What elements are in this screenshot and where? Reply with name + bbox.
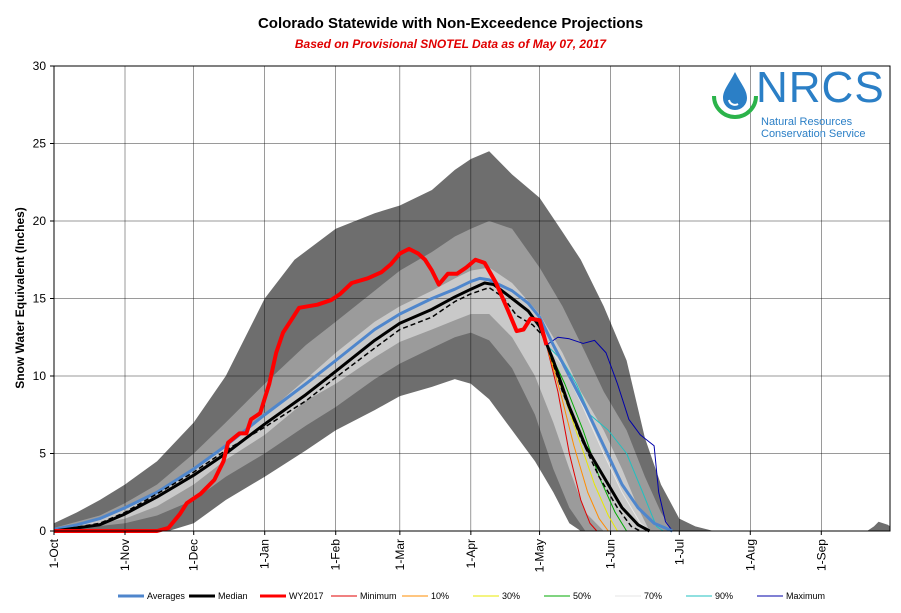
y-tick-label: 25 bbox=[33, 137, 47, 151]
legend-label: 50% bbox=[573, 591, 591, 601]
series-line-maximum bbox=[546, 336, 673, 532]
series-line-wy2017 bbox=[54, 246, 549, 533]
series-line-10- bbox=[545, 344, 609, 532]
y-tick-label: 0 bbox=[39, 524, 46, 538]
x-tick-label: 1-Nov bbox=[118, 539, 132, 571]
legend-label: Maximum bbox=[786, 591, 825, 601]
y-tick-label: 30 bbox=[33, 59, 47, 73]
x-tick-label: 1-Feb bbox=[329, 539, 343, 571]
legend-label: Minimum bbox=[360, 591, 397, 601]
legend-label: 30% bbox=[502, 591, 520, 601]
series-line-90- bbox=[546, 344, 664, 532]
x-tick-label: 1-Jan bbox=[258, 539, 272, 569]
water-drop-icon bbox=[712, 72, 758, 119]
band-late-season-max bbox=[844, 521, 890, 531]
x-tick-label: 1-Oct bbox=[47, 538, 61, 568]
series-line-median bbox=[53, 281, 651, 533]
x-tick-label: 1-Jun bbox=[604, 539, 618, 569]
axes: 0 5 10 15 20 25 30 1-Oct 1-Nov 1-Dec 1-Jan 1-Feb 1-M… bbox=[33, 59, 829, 572]
chart-title: Colorado Statewide with Non-Exceedence P… bbox=[257, 15, 644, 32]
x-tick-label: 1-Apr bbox=[464, 539, 478, 568]
series-lines bbox=[53, 246, 673, 533]
legend: Averages Median WY2017 Minimum 10% 30% 50% 70% 9… bbox=[118, 591, 825, 601]
series-line-averages bbox=[53, 276, 673, 533]
x-tick-label: 1-Dec bbox=[187, 539, 201, 571]
y-tick-label: 20 bbox=[33, 214, 47, 228]
logo-name: NRCS bbox=[756, 63, 885, 112]
chart-subtitle: Based on Provisional SNOTEL Data as of M… bbox=[294, 37, 607, 51]
y-tick-label: 15 bbox=[33, 292, 47, 306]
x-tick-label: 1-Mar bbox=[393, 539, 407, 570]
range-bands bbox=[54, 151, 890, 531]
y-tick-label: 5 bbox=[39, 447, 46, 461]
legend-label: 10% bbox=[431, 591, 449, 601]
legend-label: WY2017 bbox=[289, 591, 324, 601]
logo-tagline-2: Conservation Service bbox=[761, 128, 866, 140]
x-tick-label: 1-Aug bbox=[743, 539, 757, 571]
x-tick-label: 1-May bbox=[533, 539, 547, 572]
series-line-minimum bbox=[545, 344, 598, 532]
x-tick-label: 1-Sep bbox=[814, 539, 828, 571]
series-line-median-dashed bbox=[53, 286, 641, 532]
legend-label: 70% bbox=[644, 591, 662, 601]
logo-tagline-1: Natural Resources bbox=[761, 116, 853, 128]
y-tick-label: 10 bbox=[33, 369, 47, 383]
band-30-70-range bbox=[54, 267, 650, 531]
legend-label: 90% bbox=[715, 591, 733, 601]
legend-label: Averages bbox=[147, 591, 185, 601]
legend-label: Median bbox=[218, 591, 248, 601]
x-tick-label: 1-Jul bbox=[672, 539, 686, 565]
